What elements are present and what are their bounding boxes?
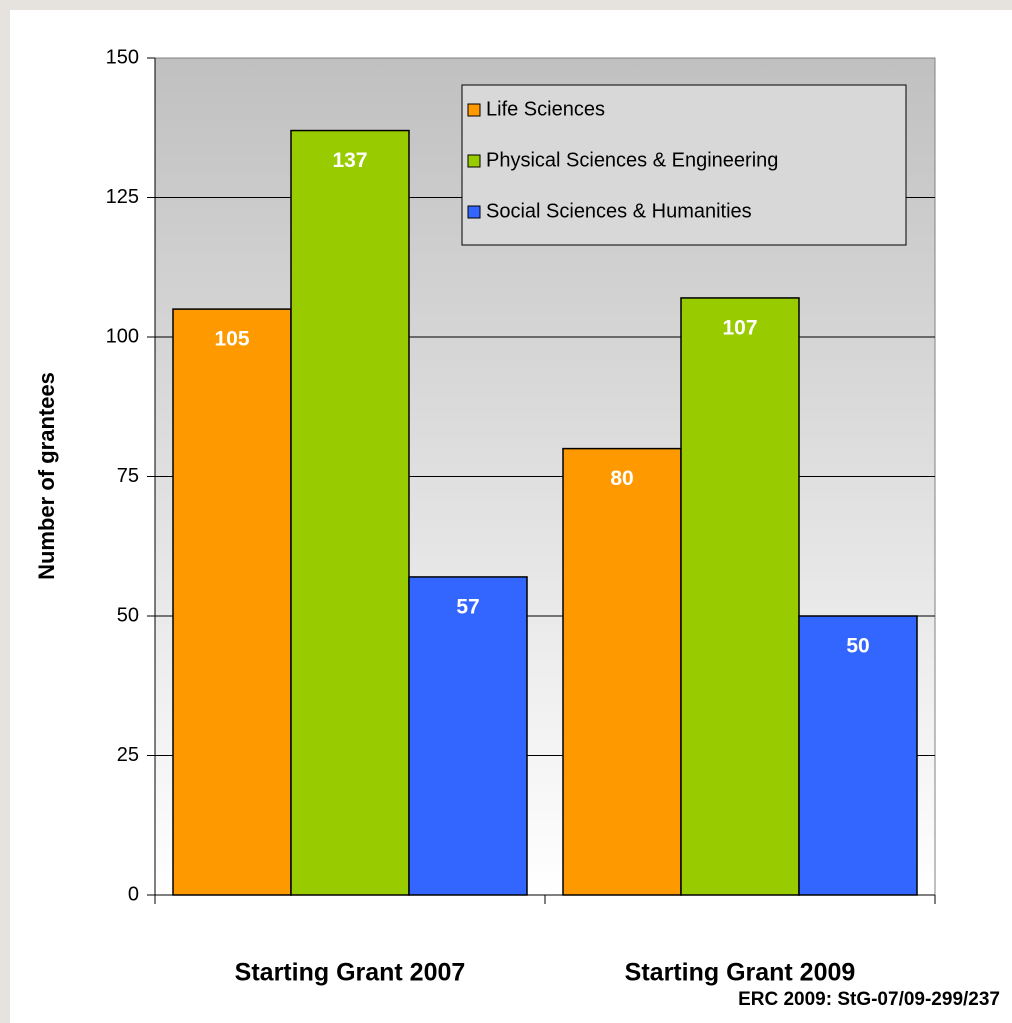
legend-swatch bbox=[467, 205, 481, 219]
bar bbox=[562, 447, 682, 896]
legend-box bbox=[461, 84, 907, 246]
y-tick-label: 150 bbox=[106, 46, 139, 68]
y-tick-label: 25 bbox=[117, 744, 139, 766]
y-tick-label: 75 bbox=[117, 465, 139, 487]
legend-label: Life Sciences bbox=[486, 98, 605, 120]
legend-swatch bbox=[467, 154, 481, 168]
bar bbox=[798, 615, 918, 896]
y-tick-label: 125 bbox=[106, 186, 139, 208]
value-label: 137 bbox=[332, 149, 367, 172]
y-tick-label: 100 bbox=[106, 325, 139, 347]
legend-label: Physical Sciences & Engineering bbox=[486, 149, 778, 171]
x-tick-label: Starting Grant 2007 bbox=[235, 959, 466, 987]
x-tick-label: Starting Grant 2009 bbox=[625, 959, 856, 987]
value-label: 80 bbox=[610, 467, 633, 490]
y-tick-label: 0 bbox=[128, 883, 139, 905]
value-label: 57 bbox=[456, 595, 479, 618]
value-label: 50 bbox=[846, 635, 869, 658]
bar bbox=[290, 129, 410, 896]
value-label: 107 bbox=[722, 316, 757, 339]
value-label: 105 bbox=[214, 328, 249, 351]
bar bbox=[172, 308, 292, 896]
y-axis-label: Number of grantees bbox=[34, 372, 59, 580]
y-tick-label: 50 bbox=[117, 604, 139, 626]
legend-label: Social Sciences & Humanities bbox=[486, 200, 752, 222]
footnote: ERC 2009: StG-07/09-299/237 bbox=[738, 989, 1000, 1010]
legend-swatch bbox=[467, 103, 481, 117]
bar bbox=[680, 297, 800, 896]
bar bbox=[408, 576, 528, 896]
